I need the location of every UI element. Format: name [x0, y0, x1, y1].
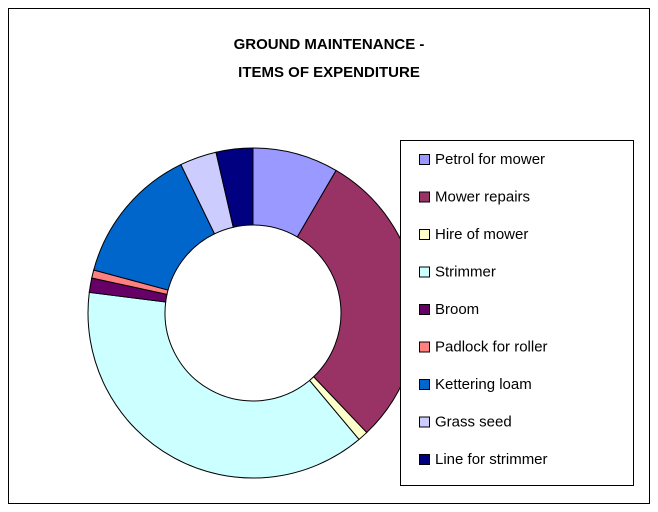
legend-swatch: [419, 454, 430, 465]
legend: Petrol for mower Mower repairs Hire of mow…: [400, 140, 634, 486]
legend-swatch: [419, 229, 430, 240]
chart-title: ITEMS OF EXPENDITURE: [238, 64, 420, 81]
legend-label: Padlock for roller: [435, 338, 548, 355]
legend-swatch: [419, 341, 430, 353]
legend-swatch: [419, 416, 430, 428]
legend-box: [400, 140, 634, 486]
chart-title: GROUND MAINTENANCE -: [234, 36, 425, 53]
legend-label: Kettering loam: [435, 376, 532, 393]
donut-slice: [87, 291, 360, 479]
donut: [87, 147, 419, 479]
legend-swatch: [419, 154, 430, 165]
legend-label: Broom: [435, 301, 479, 318]
legend-label: Grass seed: [435, 413, 512, 430]
legend-label: Mower repairs: [435, 188, 530, 205]
legend-label: Strimmer: [435, 263, 496, 280]
legend-label: Petrol for mower: [435, 151, 545, 168]
legend-swatch: [419, 266, 430, 278]
donut-slice: [215, 147, 254, 228]
legend-label: Line for strimmer: [435, 451, 548, 468]
legend-swatch: [419, 379, 430, 390]
legend-label: Hire of mower: [435, 226, 528, 243]
legend-swatch: [419, 304, 430, 315]
legend-swatch: [419, 191, 430, 203]
donut-slice: [296, 169, 419, 434]
